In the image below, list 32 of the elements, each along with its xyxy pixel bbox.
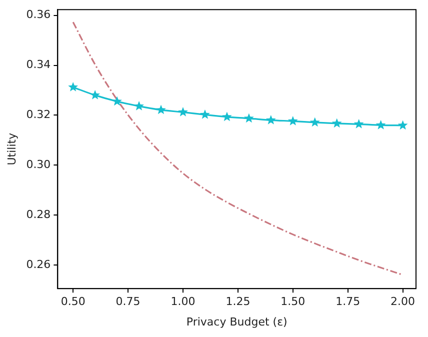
y-tick-label: 0.28 [26, 208, 51, 221]
y-tick-label: 0.26 [26, 258, 51, 271]
point [288, 116, 298, 126]
y-tick-label: 0.36 [26, 8, 51, 22]
y-axis-title: Utility [5, 132, 18, 166]
point [354, 118, 364, 128]
point [134, 100, 144, 110]
x-tick-label: 1.50 [280, 295, 306, 308]
point [332, 118, 342, 128]
point [310, 117, 320, 127]
point [200, 109, 210, 119]
y-tick-label: 0.34 [26, 58, 51, 72]
point [112, 96, 122, 106]
y-tick-label: 0.30 [26, 158, 51, 171]
point [68, 82, 78, 92]
point [266, 114, 276, 124]
point [398, 120, 408, 130]
point [156, 104, 166, 114]
x-tick-label: 0.50 [60, 295, 86, 308]
point [90, 90, 100, 100]
x-tick-label: 1.25 [226, 295, 250, 308]
x-axis-title: Privacy Budget (ε) [186, 315, 288, 328]
point [244, 113, 254, 123]
point [376, 120, 386, 130]
x-tick-label: 1.75 [336, 295, 360, 308]
point [222, 112, 232, 122]
line-series [72, 21, 404, 276]
y-tick-label: 0.32 [26, 108, 51, 122]
x-tick-label: 0.75 [116, 295, 140, 308]
x-tick-label: 1.00 [170, 295, 196, 308]
point [178, 106, 188, 116]
x-tick-label: 2.00 [390, 295, 416, 308]
